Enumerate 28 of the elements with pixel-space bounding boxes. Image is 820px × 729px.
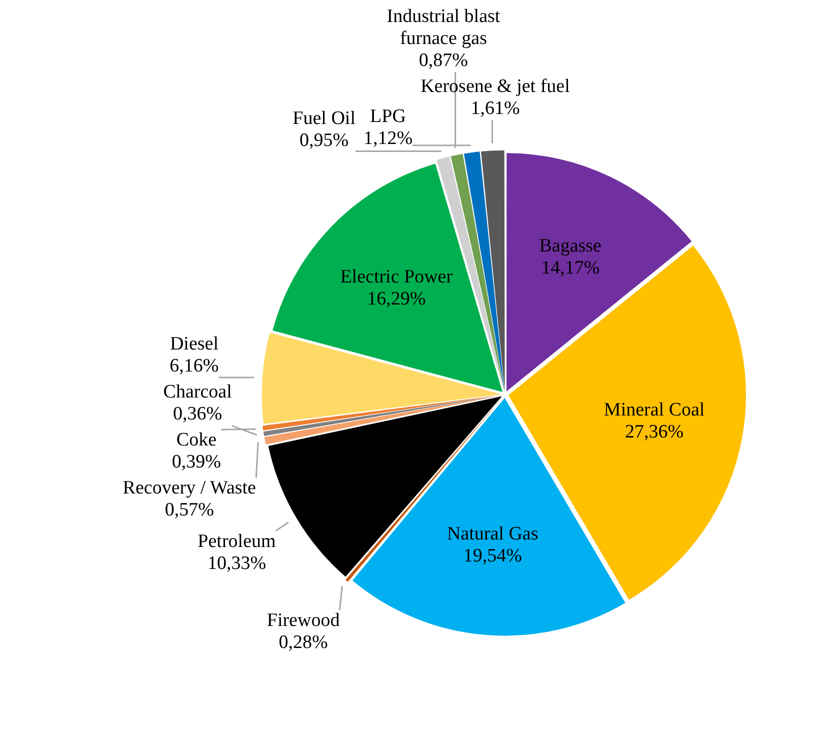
data-label: 6,16% bbox=[170, 356, 219, 377]
data-label: 0,36% bbox=[173, 404, 222, 425]
slice-label: Recovery / Waste bbox=[122, 478, 256, 499]
slice-label: Petroleum bbox=[198, 530, 276, 552]
data-label: 16,29% bbox=[367, 288, 426, 310]
slice-label: Fuel Oil bbox=[292, 108, 356, 129]
data-label: 0,87% bbox=[418, 50, 468, 71]
data-label: 0,57% bbox=[164, 500, 214, 521]
slice-label: Kerosene & jet fuel bbox=[420, 76, 570, 97]
data-label: 27,36% bbox=[625, 422, 684, 443]
data-label: 10,33% bbox=[207, 552, 266, 574]
data-label: 0,95% bbox=[300, 130, 349, 151]
slice-label: Firewood bbox=[266, 610, 340, 631]
slice-label: Industrial blast furnace gas bbox=[386, 6, 501, 49]
data-label: 19,54% bbox=[463, 546, 522, 567]
slice-label: Mineral Coal bbox=[604, 400, 705, 421]
data-label: 0,28% bbox=[278, 632, 328, 653]
data-label: 14,17% bbox=[541, 258, 600, 279]
slice-label: Diesel bbox=[170, 334, 218, 355]
slice-label: Electric Power bbox=[340, 266, 454, 288]
data-label: 1,61% bbox=[470, 98, 520, 119]
slice-label: LPG bbox=[370, 106, 406, 127]
slice-label: Charcoal bbox=[163, 382, 232, 403]
slice-label: Natural Gas bbox=[446, 524, 538, 545]
data-label: 0,39% bbox=[172, 452, 222, 473]
data-label: 1,12% bbox=[363, 128, 413, 149]
slice-label: Coke bbox=[176, 430, 217, 451]
slice-label: Bagasse bbox=[539, 236, 602, 257]
